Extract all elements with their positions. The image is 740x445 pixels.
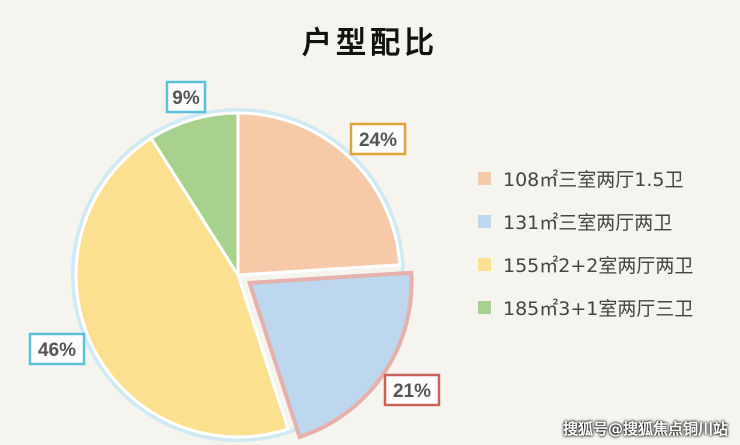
data-label-box [383, 373, 441, 407]
legend-swatch [478, 215, 491, 228]
data-label: 46% [38, 340, 76, 361]
legend-label: 155㎡2+2室两厅两卫 [503, 255, 694, 277]
pie-slice [236, 111, 402, 277]
legend-label: 185㎡3+1室两厅三卫 [503, 298, 694, 320]
data-label-box [28, 332, 86, 366]
legend-swatch [478, 258, 491, 271]
data-label-box [349, 122, 407, 156]
data-label: 9% [172, 88, 200, 109]
data-label: 24% [359, 130, 397, 151]
legend-swatch [478, 301, 491, 314]
chart-title: 户型配比 [302, 26, 438, 61]
legend-item: 155㎡2+2室两厅两卫 [478, 243, 693, 286]
data-label-box [165, 80, 207, 114]
data-label: 21% [393, 381, 431, 402]
legend-item: 131㎡三室两厅两卫 [478, 200, 693, 243]
pie-slice [74, 136, 290, 439]
watermark: 搜狐号@搜狐焦点铜川站 [562, 420, 728, 438]
legend: 108㎡三室两厅1.5卫 131㎡三室两厅两卫 155㎡2+2室两厅两卫 185㎡3+… [478, 157, 693, 329]
legend-item: 108㎡三室两厅1.5卫 [478, 157, 693, 200]
legend-swatch [478, 172, 491, 185]
legend-label: 108㎡三室两厅1.5卫 [503, 169, 684, 191]
legend-item: 185㎡3+1室两厅三卫 [478, 286, 693, 329]
pie-slice [149, 111, 240, 281]
legend-label: 131㎡三室两厅两卫 [503, 212, 673, 234]
pie-slice [246, 270, 414, 440]
